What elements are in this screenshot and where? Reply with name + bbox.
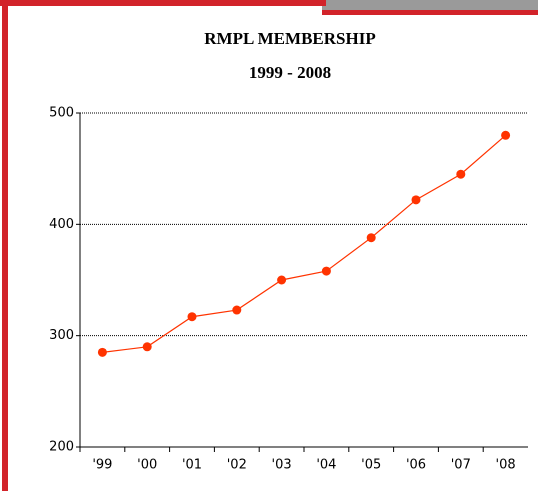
y-tick-label: 300	[49, 328, 74, 343]
data-point	[188, 312, 197, 321]
x-tick-label: '04	[316, 458, 336, 473]
y-tick-label: 500	[49, 106, 74, 121]
x-tick-label: '05	[361, 458, 381, 473]
frame-top-right	[322, 10, 538, 15]
data-point	[277, 276, 286, 285]
frame-top	[0, 0, 326, 6]
data-point	[143, 342, 152, 351]
data-point	[412, 195, 421, 204]
chart: RMPL MEMBERSHIP 1999 - 2008 200 300 400 500…	[0, 0, 538, 491]
x-tick-label: '08	[496, 458, 516, 473]
series-line	[102, 135, 505, 352]
page: {"chart_data": {"type": "line", "title":…	[0, 0, 538, 491]
data-point	[501, 131, 510, 140]
x-tick-label: '00	[137, 458, 157, 473]
y-tick-label: 200	[49, 440, 74, 455]
y-tick-label: 400	[49, 217, 74, 232]
x-tick-label: '99	[92, 458, 112, 473]
x-tick-label: '07	[451, 458, 471, 473]
x-tick-label: '01	[182, 458, 202, 473]
chart-title: RMPL MEMBERSHIP	[204, 29, 375, 48]
data-point	[98, 348, 107, 357]
data-point	[367, 233, 376, 242]
data-point	[322, 267, 331, 276]
x-tick-label: '02	[227, 458, 247, 473]
data-point	[456, 170, 465, 179]
x-tick-label: '03	[272, 458, 292, 473]
x-tick-label: '06	[406, 458, 426, 473]
chart-subtitle: 1999 - 2008	[249, 63, 331, 82]
data-point	[232, 306, 241, 315]
frame-left	[2, 0, 8, 491]
